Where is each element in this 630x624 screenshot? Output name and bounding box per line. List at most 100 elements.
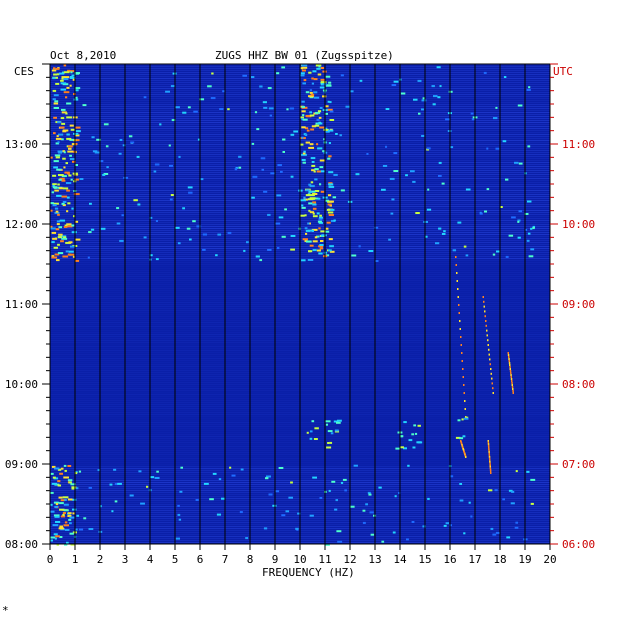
tonal-trace — [463, 384, 465, 386]
energy-patch — [61, 237, 68, 240]
energy-patch — [61, 179, 66, 182]
energy-patch — [154, 163, 160, 166]
energy-patch — [435, 242, 440, 245]
energy-patch — [58, 178, 62, 181]
energy-patch — [302, 161, 306, 164]
energy-patch — [222, 90, 226, 93]
energy-patch — [331, 219, 336, 222]
tonal-trace — [488, 457, 491, 460]
energy-patch — [307, 222, 310, 225]
energy-patch — [70, 76, 74, 78]
energy-patch — [62, 496, 69, 499]
energy-patch — [301, 136, 304, 139]
energy-patch — [65, 182, 72, 184]
energy-patch — [169, 198, 173, 201]
energy-patch — [65, 241, 72, 244]
energy-patch — [412, 180, 416, 183]
energy-patch — [329, 110, 334, 113]
energy-patch — [524, 213, 529, 215]
energy-patch — [54, 154, 61, 157]
energy-patch — [73, 193, 80, 196]
energy-patch — [324, 127, 328, 130]
energy-patch — [174, 226, 180, 229]
energy-patch — [55, 521, 61, 523]
energy-patch — [119, 139, 123, 141]
energy-patch — [246, 241, 249, 244]
energy-patch — [306, 431, 309, 434]
energy-patch — [59, 536, 63, 538]
energy-patch — [153, 170, 157, 173]
x-tick-label: 19 — [518, 553, 531, 566]
energy-patch — [89, 202, 92, 205]
energy-patch — [421, 99, 427, 102]
energy-patch — [353, 464, 358, 467]
energy-patch — [318, 216, 323, 219]
x-tick-label: 16 — [443, 553, 456, 566]
energy-patch — [308, 71, 312, 74]
energy-patch — [486, 188, 490, 191]
energy-patch — [121, 214, 124, 217]
energy-patch — [333, 219, 336, 222]
energy-patch — [329, 119, 335, 121]
energy-patch — [427, 188, 430, 191]
energy-patch — [455, 436, 461, 439]
energy-patch — [280, 170, 283, 173]
energy-patch — [178, 518, 182, 521]
energy-patch — [269, 114, 273, 117]
energy-patch — [212, 472, 217, 475]
energy-patch — [422, 97, 426, 100]
energy-patch — [67, 202, 71, 205]
energy-patch — [52, 183, 57, 186]
energy-patch — [70, 483, 76, 486]
energy-patch — [54, 537, 57, 540]
energy-patch — [71, 487, 75, 490]
tonal-trace — [489, 459, 491, 462]
energy-patch — [344, 489, 347, 492]
energy-patch — [463, 417, 469, 420]
tonal-trace — [463, 392, 465, 394]
tonal-trace — [491, 377, 493, 380]
energy-patch — [66, 133, 70, 136]
energy-patch — [64, 76, 70, 79]
energy-patch — [326, 84, 332, 87]
energy-patch — [53, 514, 60, 517]
energy-patch — [318, 227, 321, 230]
energy-patch — [385, 108, 390, 110]
energy-patch — [290, 248, 295, 251]
energy-patch — [398, 491, 401, 494]
energy-patch — [69, 84, 72, 87]
energy-patch — [53, 166, 58, 169]
energy-patch — [488, 489, 493, 492]
energy-patch — [67, 515, 72, 517]
energy-patch — [318, 252, 323, 255]
energy-patch — [68, 145, 73, 148]
energy-patch — [314, 124, 320, 127]
energy-patch — [328, 81, 332, 84]
tonal-trace — [487, 339, 489, 342]
energy-patch — [339, 134, 342, 137]
energy-patch — [327, 442, 330, 444]
energy-patch — [426, 208, 432, 211]
energy-patch — [57, 213, 60, 216]
energy-patch — [465, 254, 469, 257]
energy-patch — [496, 250, 500, 253]
energy-patch — [74, 259, 80, 262]
energy-patch — [465, 188, 471, 191]
energy-patch — [227, 231, 232, 234]
energy-patch — [105, 145, 109, 148]
energy-patch — [69, 522, 72, 525]
energy-patch — [309, 143, 314, 146]
energy-patch — [312, 249, 317, 252]
tonal-trace — [482, 296, 484, 298]
energy-patch — [68, 174, 72, 177]
energy-patch — [53, 67, 56, 70]
energy-patch — [62, 129, 69, 132]
energy-patch — [50, 503, 53, 506]
energy-patch — [68, 70, 75, 73]
energy-patch — [525, 229, 528, 231]
energy-patch — [58, 72, 65, 75]
energy-patch — [426, 147, 431, 150]
energy-patch — [50, 209, 53, 212]
energy-patch — [325, 543, 330, 546]
energy-patch — [417, 79, 422, 82]
